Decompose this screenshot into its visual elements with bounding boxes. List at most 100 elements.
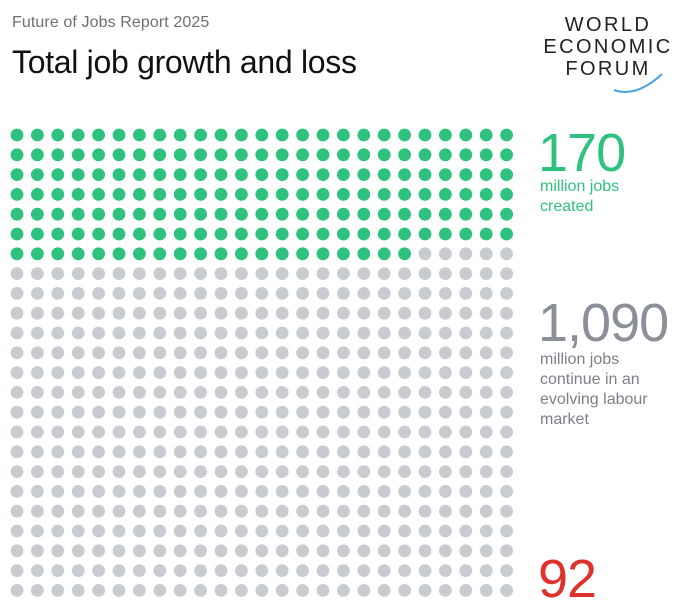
dot-continue [439, 544, 452, 558]
dot-continue [357, 386, 371, 399]
dot-created [31, 207, 44, 221]
dot-continue [275, 504, 289, 518]
dot-continue [357, 504, 371, 518]
dot-created [296, 247, 309, 261]
dot-created [316, 148, 330, 162]
dot-continue [194, 306, 208, 320]
dot-continue [133, 485, 146, 498]
dot-continue [71, 504, 85, 518]
dot-created [337, 168, 350, 182]
dot-continue [296, 425, 309, 439]
dot-continue [459, 564, 473, 577]
dot-continue [296, 386, 309, 399]
dot-continue [153, 485, 167, 498]
dot-created [51, 207, 65, 221]
dot-continue [500, 267, 513, 280]
dot-created [235, 148, 248, 162]
dot-continue [133, 306, 146, 320]
dot-continue [92, 405, 105, 419]
dot-continue [439, 425, 452, 439]
dot-created [479, 227, 493, 241]
dot-continue [500, 386, 513, 399]
dot-created [337, 247, 350, 261]
dot-continue [337, 306, 350, 320]
dot-created [153, 148, 167, 162]
dot-continue [479, 564, 493, 577]
dot-continue [31, 405, 44, 419]
dot-created [10, 247, 24, 261]
dot-created [51, 227, 65, 241]
dot-created [235, 128, 248, 142]
dot-continue [398, 504, 411, 518]
dot-continue [214, 366, 228, 379]
dot-continue [398, 366, 411, 379]
dot-continue [255, 544, 269, 558]
dot-continue [398, 405, 411, 419]
dot-continue [439, 445, 452, 459]
dot-continue [337, 465, 350, 478]
dot-created [500, 168, 513, 182]
dot-created [357, 148, 371, 162]
dot-continue [316, 346, 330, 360]
dot-continue [439, 306, 452, 320]
dot-continue [296, 584, 309, 597]
dot-created [275, 188, 289, 201]
dot-created [51, 128, 65, 142]
dot-created [479, 168, 493, 182]
dot-continue [479, 485, 493, 498]
dot-continue [316, 267, 330, 280]
dot-continue [153, 326, 167, 340]
dot-continue [398, 564, 411, 577]
dot-created [439, 227, 452, 241]
dot-continue [500, 425, 513, 439]
dot-continue [377, 544, 391, 558]
dot-continue [459, 485, 473, 498]
dot-continue [235, 346, 248, 360]
wef-logo: WORLD ECONOMIC FORUM [540, 10, 676, 96]
dot-continue [337, 287, 350, 300]
dot-created [112, 207, 126, 221]
dot-continue [31, 267, 44, 280]
dot-continue [255, 445, 269, 459]
dot-continue [377, 326, 391, 340]
dot-created [418, 148, 432, 162]
dot-continue [337, 564, 350, 577]
dot-continue [479, 366, 493, 379]
dot-continue [296, 306, 309, 320]
dot-continue [377, 386, 391, 399]
dot-continue [439, 465, 452, 478]
dot-continue [296, 346, 309, 360]
dot-continue [153, 306, 167, 320]
dot-created [337, 148, 350, 162]
dot-created [275, 227, 289, 241]
dot-continue [133, 287, 146, 300]
dot-continue [439, 524, 452, 538]
dot-continue [316, 386, 330, 399]
chart-title: Total job growth and loss [12, 44, 357, 80]
stat-continue-label: million jobs continue in an evolving lab… [540, 350, 676, 430]
logo-word-world: WORLD [564, 14, 652, 36]
dot-continue [296, 366, 309, 379]
stat-created-number: 170 [538, 123, 626, 183]
dot-continue [235, 485, 248, 498]
report-label: Future of Jobs Report 2025 [12, 14, 210, 31]
dot-continue [10, 465, 24, 478]
dot-continue [10, 564, 24, 577]
dot-continue [418, 445, 432, 459]
dot-continue [173, 366, 187, 379]
dot-created [31, 148, 44, 162]
dot-continue [10, 405, 24, 419]
dot-continue [92, 425, 105, 439]
dot-continue [71, 544, 85, 558]
dot-continue [459, 425, 473, 439]
dot-created [133, 227, 146, 241]
dot-continue [398, 386, 411, 399]
dot-continue [133, 267, 146, 280]
dot-continue [275, 326, 289, 340]
dot-continue [92, 366, 105, 379]
dot-created [275, 207, 289, 221]
dot-continue [92, 584, 105, 597]
dot-continue [173, 306, 187, 320]
dot-continue [479, 445, 493, 459]
dot-continue [112, 405, 126, 419]
